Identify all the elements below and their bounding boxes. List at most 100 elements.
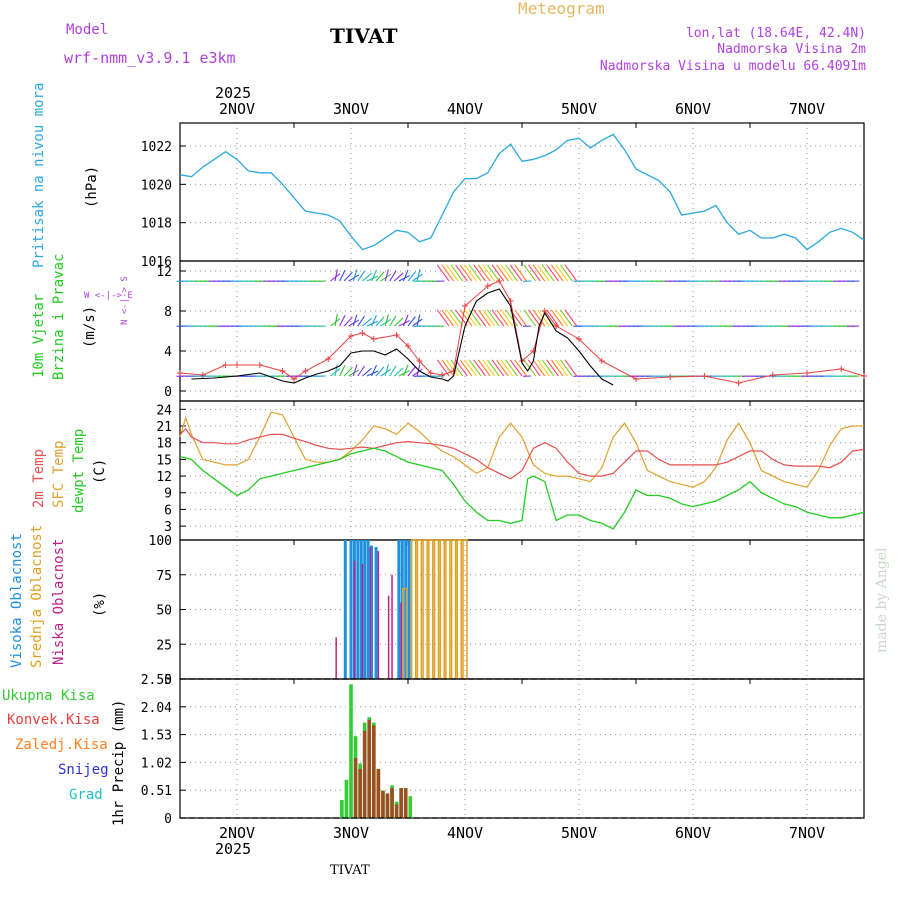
wind-barb bbox=[546, 359, 559, 377]
frz-rain-label: Zaledj.Kisa bbox=[15, 737, 108, 753]
wind-barb bbox=[455, 359, 468, 377]
wind-barb bbox=[505, 359, 518, 377]
wind-barb bbox=[473, 359, 486, 377]
gust-marker bbox=[553, 323, 560, 329]
top-date-label: 3NOV bbox=[333, 100, 369, 118]
top-date-labels: 2NOV 3NOV 4NOV 5NOV 6NOV 7NOV bbox=[219, 100, 825, 118]
wind-ytick-label: 4 bbox=[164, 345, 172, 360]
precip-ytick-label: 1.02 bbox=[141, 756, 172, 771]
meteogram-title: Meteogram bbox=[518, 0, 605, 18]
cloud-frame bbox=[179, 539, 865, 680]
model-label: Model bbox=[66, 22, 108, 38]
wind-barb bbox=[459, 359, 473, 377]
wind-barb bbox=[352, 364, 358, 377]
dewpoint-label: dewpt Temp bbox=[71, 429, 87, 513]
wind-barb bbox=[564, 309, 578, 327]
temp-ytick-label: 15 bbox=[156, 453, 172, 468]
pressure-frame bbox=[179, 122, 865, 262]
wind-barb bbox=[441, 264, 455, 282]
precip-ytick-label: 0 bbox=[164, 812, 172, 827]
credit-watermark: made by Angel bbox=[874, 547, 890, 653]
wind-barb bbox=[407, 271, 416, 282]
rain-conv-bar bbox=[362, 730, 367, 818]
wind-ytick-label: 8 bbox=[164, 305, 172, 320]
gust-marker bbox=[496, 278, 503, 284]
rain-conv-bar bbox=[403, 788, 408, 818]
wind-barb bbox=[486, 309, 500, 327]
temp-ytick-label: 24 bbox=[156, 403, 172, 418]
precip-ytick-label: 1.53 bbox=[141, 729, 172, 744]
wind-barb bbox=[537, 309, 550, 327]
bottom-date-label: 7NOV bbox=[789, 824, 825, 842]
wind-barb bbox=[464, 359, 477, 377]
wind-barb bbox=[450, 359, 464, 377]
cloud-mid-bar bbox=[456, 539, 463, 679]
wind-barb bbox=[546, 264, 559, 282]
precip-panel: 0 0.51 1.02 1.53 2.04 2.55 bbox=[141, 673, 865, 827]
wind-barb bbox=[371, 314, 378, 327]
wind-barb bbox=[464, 309, 477, 327]
gust-marker bbox=[393, 332, 400, 338]
lonlat-label: lon,lat (18.64E, 42.4N) bbox=[686, 26, 866, 41]
rain-conv-bar bbox=[372, 725, 376, 818]
precip-ytick-label: 2.55 bbox=[141, 673, 172, 688]
wind-barb bbox=[541, 359, 555, 377]
gust-marker bbox=[302, 368, 309, 374]
temp-ytick-label: 18 bbox=[156, 437, 172, 452]
precip-ytick-label: 0.51 bbox=[141, 784, 172, 799]
gust-marker bbox=[735, 380, 742, 386]
pressure-panel: 1016 1018 1020 1022 bbox=[141, 122, 865, 270]
wind-barb bbox=[384, 314, 389, 327]
pressure-ytick-label: 1016 bbox=[141, 255, 172, 270]
wind-barb bbox=[464, 264, 477, 282]
precip-frame bbox=[179, 678, 865, 819]
wind-barb bbox=[343, 366, 353, 377]
wind-barb bbox=[486, 359, 500, 377]
wind-barb bbox=[362, 367, 372, 377]
cloud-unit-label: (%) bbox=[92, 592, 108, 617]
pressure-ytick-label: 1018 bbox=[141, 217, 172, 232]
wind-barb bbox=[505, 264, 518, 282]
bottom-date-label: 5NOV bbox=[561, 824, 597, 842]
temp2m-label: 2m Temp bbox=[31, 449, 47, 508]
bottom-date-label: 4NOV bbox=[447, 824, 483, 842]
wind-barb bbox=[357, 270, 365, 282]
top-year-label: 2025 bbox=[215, 84, 251, 102]
model-elevation-label: Nadmorska Visina u modelu 66.4091m bbox=[600, 59, 866, 74]
wind-barb bbox=[357, 365, 365, 377]
wind-barb bbox=[523, 309, 537, 327]
rain-total-bar bbox=[349, 684, 353, 818]
wind-barb bbox=[343, 316, 353, 327]
rain-total-label: Ukupna Kisa bbox=[2, 688, 95, 704]
cloud-high-label: Visoka Oblacnost bbox=[9, 533, 25, 668]
wind-barb bbox=[455, 264, 468, 282]
wind-barb bbox=[509, 359, 523, 377]
gust-marker bbox=[838, 366, 845, 372]
gust-marker bbox=[279, 368, 286, 374]
rain-conv-bar bbox=[385, 793, 390, 818]
rain-total-bar bbox=[344, 779, 349, 818]
wind-barb bbox=[559, 264, 573, 282]
temp2m-line bbox=[179, 427, 865, 480]
pressure-var-label: Pritisak na nivou mora bbox=[31, 83, 47, 268]
wind-panel: 0 4 8 12 bbox=[156, 260, 867, 402]
wind-barb bbox=[393, 317, 404, 327]
wind-barb bbox=[514, 264, 528, 282]
rain-conv-bar bbox=[390, 788, 394, 818]
wind-barb bbox=[532, 264, 546, 282]
wind-barb bbox=[371, 364, 378, 377]
wind-speed-line bbox=[191, 288, 614, 386]
wind-barb bbox=[352, 314, 358, 327]
gust-marker bbox=[701, 373, 708, 379]
wind-barb bbox=[477, 359, 491, 377]
snow-label: Snijeg bbox=[58, 762, 109, 778]
wind-ytick-label: 12 bbox=[156, 265, 172, 280]
wind-barb bbox=[389, 315, 397, 327]
gust-marker bbox=[291, 376, 297, 382]
gust-marker bbox=[576, 336, 582, 342]
wind-barb bbox=[528, 359, 541, 377]
cloud-panel: 0 25 50 75 100 bbox=[149, 534, 865, 688]
wind-barb bbox=[441, 309, 455, 327]
cloud-ytick-label: 100 bbox=[149, 534, 172, 549]
footer-station: TIVAT bbox=[330, 863, 370, 878]
